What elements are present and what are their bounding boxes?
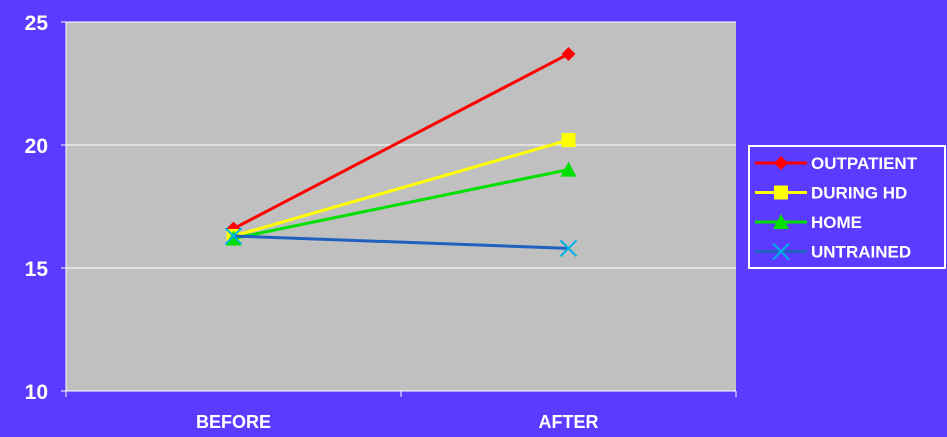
- data-point: [560, 161, 577, 177]
- x-tick-label: AFTER: [539, 412, 599, 432]
- series-line: [233, 138, 569, 238]
- series-lines: [224, 46, 578, 258]
- legend-item: OUTPATIENT: [755, 154, 918, 173]
- data-point: [772, 242, 790, 261]
- data-point: [559, 239, 578, 258]
- data-point: [774, 185, 788, 200]
- data-point: [561, 46, 576, 61]
- data-point-stroke: [224, 227, 243, 245]
- x-tick-labels: BEFORE AFTER: [196, 412, 599, 432]
- x-tick-label: BEFORE: [196, 412, 271, 432]
- legend-label: UNTRAINED: [811, 243, 911, 262]
- data-point: [774, 156, 788, 170]
- legend: OUTPATIENT DURING HD HOME UNTRAINED: [748, 145, 946, 269]
- legend-label: DURING HD: [811, 184, 907, 203]
- data-point: [561, 133, 576, 148]
- series-line: [232, 52, 570, 230]
- legend-label: OUTPATIENT: [811, 154, 918, 173]
- series-line: [233, 234, 569, 250]
- data-point: [773, 214, 789, 229]
- plot-area: [66, 22, 736, 391]
- y-tick-labels: 10 15 20 25: [25, 12, 49, 404]
- legend-item: HOME: [755, 213, 862, 232]
- y-tick-label: 10: [25, 381, 48, 404]
- data-point: [224, 227, 243, 245]
- y-tick-label: 15: [25, 258, 49, 281]
- legend-label: HOME: [811, 213, 862, 232]
- series-line: [233, 168, 569, 240]
- gridlines: [66, 21, 736, 269]
- data-point-stroke: [559, 239, 578, 258]
- axes: [61, 21, 737, 397]
- data-point-stroke: [772, 242, 790, 261]
- legend-item: DURING HD: [755, 184, 907, 203]
- y-tick-label: 20: [25, 135, 48, 158]
- legend-item: UNTRAINED: [755, 243, 911, 262]
- y-tick-label: 25: [25, 12, 49, 35]
- data-point: [225, 230, 242, 246]
